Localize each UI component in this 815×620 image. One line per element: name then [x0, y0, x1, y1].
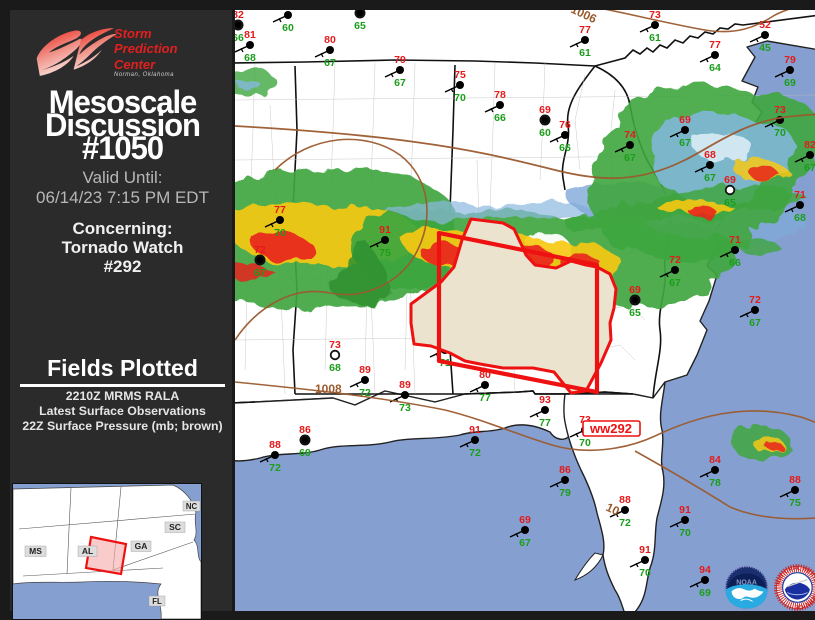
svg-text:70: 70 [679, 527, 691, 539]
svg-text:45: 45 [759, 42, 771, 54]
svg-text:74: 74 [624, 129, 636, 141]
svg-text:79: 79 [784, 54, 796, 66]
svg-text:72: 72 [254, 244, 266, 256]
svg-text:88: 88 [619, 494, 631, 506]
svg-text:72: 72 [469, 447, 481, 459]
svg-text:89: 89 [399, 379, 411, 391]
svg-text:69: 69 [629, 284, 641, 296]
svg-text:84: 84 [709, 454, 721, 466]
svg-text:77: 77 [579, 24, 591, 36]
svg-text:72: 72 [669, 254, 681, 266]
svg-text:91: 91 [679, 504, 691, 516]
svg-text:AL: AL [82, 546, 93, 556]
svg-text:66: 66 [235, 32, 244, 44]
svg-text:67: 67 [704, 172, 716, 184]
svg-text:78: 78 [709, 477, 721, 489]
svg-text:79: 79 [394, 54, 406, 66]
svg-text:67: 67 [749, 317, 761, 329]
svg-text:80: 80 [324, 34, 336, 46]
svg-text:94: 94 [699, 564, 711, 576]
svg-text:63: 63 [282, 10, 294, 11]
svg-text:67: 67 [679, 137, 691, 149]
svg-text:73: 73 [649, 10, 661, 21]
svg-text:67: 67 [804, 162, 815, 174]
svg-text:69: 69 [724, 174, 736, 186]
svg-text:68: 68 [329, 362, 341, 374]
svg-text:88: 88 [789, 474, 801, 486]
svg-text:69: 69 [699, 587, 711, 599]
svg-text:79: 79 [559, 487, 571, 499]
svg-text:91: 91 [639, 544, 651, 556]
svg-text:69: 69 [784, 77, 796, 89]
svg-text:70: 70 [639, 567, 651, 579]
svg-text:91: 91 [469, 424, 481, 436]
svg-text:88: 88 [269, 439, 281, 451]
svg-text:MS: MS [29, 546, 42, 556]
svg-text:SC: SC [169, 522, 181, 532]
svg-text:61: 61 [649, 32, 661, 44]
svg-text:70: 70 [454, 92, 466, 104]
svg-text:82: 82 [235, 10, 244, 21]
svg-text:60: 60 [539, 127, 551, 139]
svg-text:81: 81 [244, 29, 256, 41]
svg-text:77: 77 [709, 39, 721, 51]
svg-text:68: 68 [244, 52, 256, 64]
svg-text:65: 65 [629, 307, 641, 319]
svg-text:82: 82 [804, 139, 815, 151]
svg-text:72: 72 [359, 387, 371, 399]
svg-text:86: 86 [559, 464, 571, 476]
svg-text:66: 66 [729, 257, 741, 269]
svg-text:76: 76 [559, 119, 571, 131]
svg-text:70: 70 [774, 127, 786, 139]
svg-text:1008: 1008 [315, 382, 342, 396]
svg-text:66: 66 [559, 142, 571, 154]
svg-text:77: 77 [479, 392, 491, 404]
svg-text:86: 86 [299, 424, 311, 436]
svg-text:67: 67 [394, 77, 406, 89]
svg-text:89: 89 [359, 364, 371, 376]
svg-text:75: 75 [454, 69, 466, 81]
svg-text:60: 60 [282, 22, 294, 34]
svg-text:69: 69 [539, 104, 551, 116]
svg-text:64: 64 [709, 62, 721, 74]
svg-text:52: 52 [759, 19, 771, 31]
svg-text:75: 75 [789, 497, 801, 509]
svg-text:ww292: ww292 [589, 421, 632, 436]
svg-text:FL: FL [152, 597, 162, 606]
svg-text:66: 66 [494, 112, 506, 124]
svg-text:73: 73 [329, 339, 341, 351]
svg-text:78: 78 [494, 89, 506, 101]
svg-text:73: 73 [399, 402, 411, 414]
svg-text:93: 93 [539, 394, 551, 406]
svg-text:65: 65 [354, 20, 366, 32]
svg-text:67: 67 [669, 277, 681, 289]
svg-text:GA: GA [135, 541, 148, 551]
svg-text:72: 72 [269, 462, 281, 474]
svg-text:77: 77 [539, 417, 551, 429]
svg-text:69: 69 [299, 447, 311, 459]
svg-text:69: 69 [519, 514, 531, 526]
svg-text:68: 68 [794, 212, 806, 224]
svg-text:75: 75 [379, 247, 391, 259]
svg-text:72: 72 [749, 294, 761, 306]
svg-text:67: 67 [519, 537, 531, 549]
svg-text:67: 67 [254, 267, 266, 279]
svg-text:73: 73 [774, 104, 786, 116]
svg-text:71: 71 [729, 234, 741, 246]
svg-text:NC: NC [186, 502, 198, 511]
svg-text:72: 72 [619, 517, 631, 529]
svg-text:67: 67 [624, 152, 636, 164]
svg-text:65: 65 [724, 197, 736, 209]
svg-text:91: 91 [379, 224, 391, 236]
svg-text:77: 77 [274, 204, 286, 216]
svg-text:71: 71 [794, 189, 806, 201]
svg-text:67: 67 [324, 57, 336, 69]
svg-text:61: 61 [579, 47, 591, 59]
svg-text:70: 70 [579, 437, 591, 449]
svg-text:68: 68 [704, 149, 716, 161]
svg-text:70: 70 [274, 227, 286, 239]
svg-text:69: 69 [679, 114, 691, 126]
